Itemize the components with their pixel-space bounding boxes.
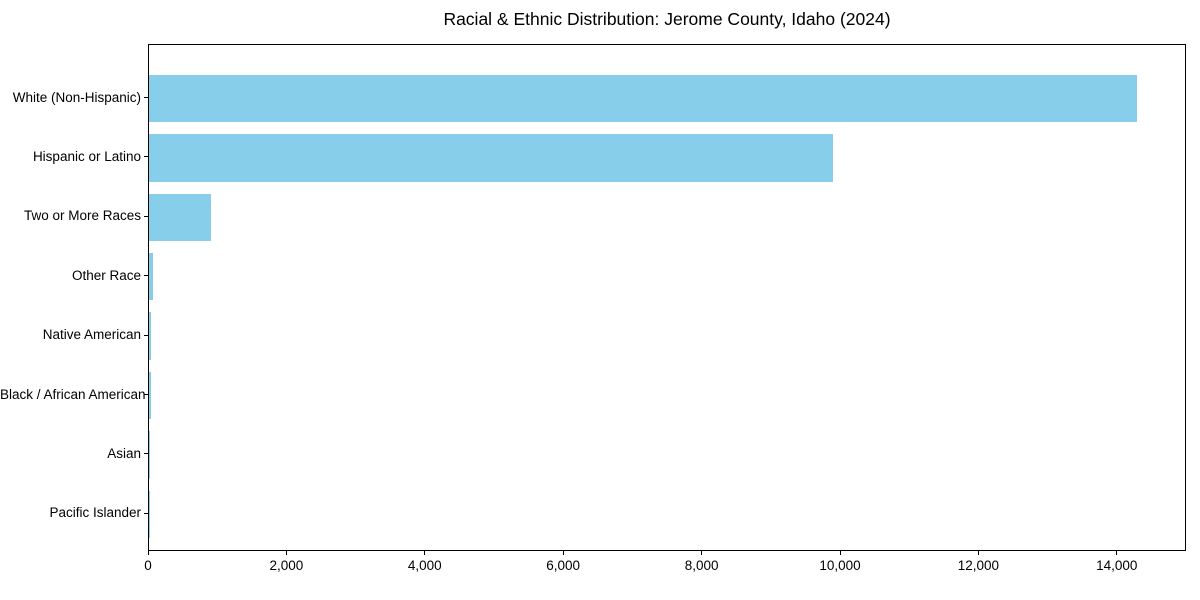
bar: [149, 252, 154, 301]
x-tick-mark: [285, 551, 287, 555]
y-tick-label: Hispanic or Latino: [32, 148, 141, 164]
y-tick-label: Pacific Islander: [49, 505, 141, 521]
bar: [149, 134, 833, 182]
x-tick-label: 10,000: [819, 558, 861, 573]
x-tick-label: 0: [144, 558, 152, 573]
y-tick-label: Asian: [107, 445, 141, 461]
y-tick-label: Two or More Races: [23, 208, 141, 224]
y-tick-label: White (Non-Hispanic): [12, 89, 141, 105]
y-tick-mark: [144, 453, 148, 455]
y-tick-label: Native American: [42, 327, 141, 343]
x-tick-mark: [839, 551, 841, 555]
x-tick-label: 2,000: [269, 558, 304, 573]
x-tick-mark: [701, 551, 703, 555]
bar: [149, 74, 1138, 123]
bar: [149, 371, 151, 420]
x-tick-mark: [562, 551, 564, 555]
x-tick-mark: [147, 551, 149, 555]
bar: [149, 431, 150, 479]
x-tick-mark: [1116, 551, 1118, 555]
y-tick-label: Other Race: [71, 267, 141, 283]
x-tick-mark: [424, 551, 426, 555]
bar: [149, 193, 212, 242]
y-tick-mark: [144, 394, 148, 395]
x-tick-label: 4,000: [407, 558, 442, 573]
x-tick-label: 8,000: [684, 558, 719, 573]
y-tick-mark: [144, 97, 148, 98]
x-tick-label: 14,000: [1096, 558, 1138, 573]
bar: [149, 312, 152, 360]
y-tick-mark: [144, 215, 148, 217]
x-tick-label: 12,000: [957, 558, 1000, 573]
x-tick-mark: [977, 551, 979, 555]
chart-title: Racial & Ethnic Distribution: Jerome Cou…: [443, 9, 891, 29]
y-tick-mark: [144, 334, 148, 336]
y-tick-mark: [144, 275, 148, 277]
x-tick-label: 6,000: [546, 558, 581, 573]
y-tick-mark: [144, 156, 148, 158]
y-tick-label: Black / African American: [0, 386, 146, 402]
plot-area: [148, 44, 1186, 551]
y-tick-mark: [144, 512, 148, 514]
